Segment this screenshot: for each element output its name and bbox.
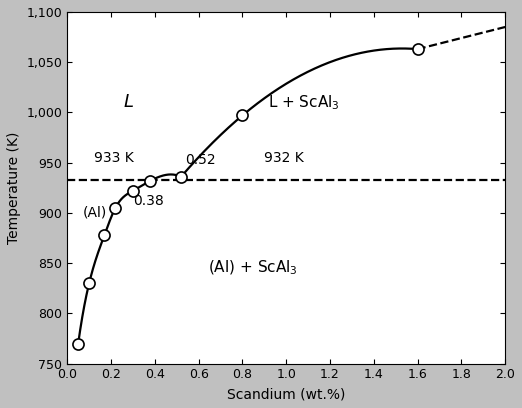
Text: 0.38: 0.38 (133, 194, 164, 208)
Y-axis label: Temperature (K): Temperature (K) (7, 132, 21, 244)
Text: 932 K: 932 K (264, 151, 304, 165)
Text: (Al): (Al) (82, 206, 107, 220)
Text: L + ScAl$_3$: L + ScAl$_3$ (268, 93, 339, 112)
Text: 0.52: 0.52 (185, 153, 216, 166)
X-axis label: Scandium (wt.%): Scandium (wt.%) (227, 387, 346, 401)
Text: (Al) + ScAl$_3$: (Al) + ScAl$_3$ (208, 259, 298, 277)
Text: L: L (124, 93, 134, 111)
Text: 933 K: 933 K (93, 151, 133, 165)
